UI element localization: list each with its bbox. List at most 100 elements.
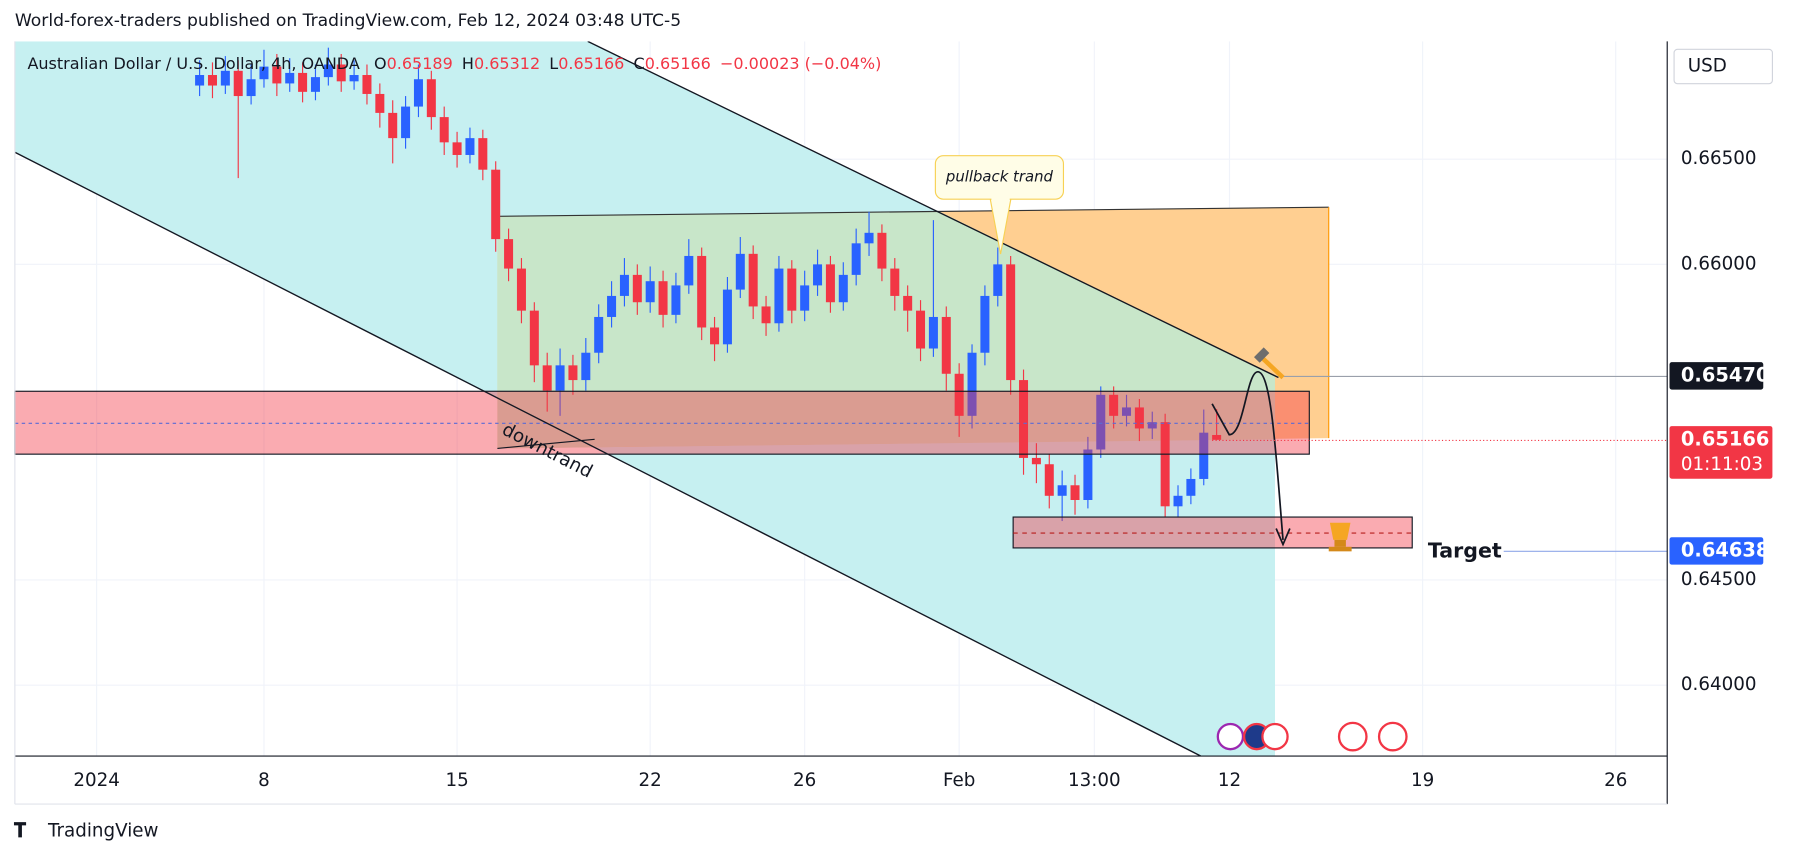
candle-body — [246, 79, 256, 97]
candle-body — [1109, 394, 1119, 416]
currency-box[interactable] — [1673, 48, 1773, 85]
callout-text: pullback trand — [945, 167, 1054, 185]
candle-body — [864, 232, 874, 244]
price-label-box — [1669, 362, 1764, 390]
footer: TradingView — [47, 821, 159, 842]
candle-body — [825, 264, 835, 303]
candle-body — [748, 253, 758, 307]
candle-body — [413, 79, 423, 107]
ohlc-value: 0.65166 — [558, 54, 624, 73]
candle-body — [1212, 434, 1222, 440]
candle-body — [890, 268, 900, 296]
x-tick-label: 26 — [1604, 770, 1627, 791]
price-label: 0.65166 — [1681, 427, 1769, 450]
price-label-box — [1669, 426, 1773, 479]
candle-body — [401, 106, 411, 139]
x-tick-label: 8 — [258, 770, 270, 791]
hammer-icon — [1253, 347, 1285, 380]
countdown: 01:11:03 — [1681, 454, 1763, 475]
x-tick-label: 12 — [1218, 770, 1241, 791]
candle-body — [207, 75, 217, 86]
candle-body — [903, 295, 913, 311]
candle-body — [1019, 380, 1029, 458]
candle-body — [967, 352, 977, 416]
candle-body — [916, 310, 926, 349]
candle-body — [298, 72, 308, 92]
x-tick-label: Feb — [943, 770, 975, 791]
svg-text:𝐓: 𝐓 — [14, 819, 27, 842]
candle-body — [619, 274, 629, 296]
candle-body — [787, 268, 797, 311]
price-label-box — [1669, 537, 1764, 565]
y-tick-label: 0.64500 — [1681, 569, 1757, 590]
candle-body — [1122, 407, 1132, 416]
candle-body — [607, 295, 617, 317]
candle-body — [671, 285, 681, 315]
candle-body — [1031, 457, 1041, 465]
candle-body — [684, 255, 694, 286]
price-label: 0.64638 — [1681, 538, 1769, 561]
candle-body — [285, 72, 295, 84]
candle-body — [516, 268, 526, 311]
candle-body — [529, 310, 539, 366]
candle-body — [1173, 495, 1183, 507]
upper-trendline — [587, 40, 1279, 379]
projection-arrow — [1211, 370, 1284, 540]
candle-body — [388, 112, 398, 139]
candle-body — [504, 239, 514, 269]
candle-body — [1096, 394, 1106, 450]
candle-body — [761, 306, 771, 324]
candle-body — [632, 274, 642, 303]
candle-body — [310, 77, 320, 92]
ohlc-key: C — [634, 54, 645, 73]
price-label: 0.65470 — [1681, 363, 1769, 386]
candle-body — [941, 316, 951, 374]
range-top-line — [497, 206, 1329, 217]
y-tick-label: 0.66500 — [1681, 148, 1757, 169]
event-icons — [1216, 721, 1408, 752]
candle-body — [195, 75, 205, 86]
ohlc-key: L — [549, 54, 558, 73]
candle-body — [1083, 449, 1093, 500]
candle-body — [336, 64, 346, 82]
candle-body — [980, 295, 990, 353]
x-tick-label: 2024 — [73, 770, 120, 791]
candle-body — [735, 253, 745, 290]
candle-body — [478, 138, 488, 170]
candle-body — [1044, 464, 1054, 496]
arrow-head — [1275, 528, 1291, 547]
candle-body — [555, 365, 565, 391]
ohlc-value: 0.65189 — [387, 54, 453, 73]
ohlc-key: O — [374, 54, 387, 73]
lower-trendline — [14, 151, 1201, 757]
candle-body — [1199, 432, 1209, 479]
symbol-legend: Australian Dollar / U.S. Dollar, 4h, OAN… — [27, 54, 881, 73]
y-tick-label: 0.64000 — [1681, 674, 1757, 695]
candle-body — [1186, 478, 1196, 496]
callout — [934, 155, 1065, 255]
price-axis-bg — [1667, 41, 1793, 806]
candle-body — [851, 243, 861, 275]
ohlc-value: 0.65166 — [645, 54, 711, 73]
footer-logo: 𝐓 — [14, 819, 27, 842]
candle-body — [568, 365, 578, 381]
x-tick-label: 19 — [1411, 770, 1434, 791]
candle-body — [542, 365, 552, 391]
candle-body — [645, 281, 655, 303]
publisher-title: World-forex-traders published on Trading… — [15, 11, 681, 31]
candle-body — [697, 255, 707, 328]
candle-body — [1006, 264, 1016, 381]
candle-body — [800, 285, 810, 311]
candle-body — [877, 232, 887, 269]
symbol: Australian Dollar / U.S. Dollar, 4h, OAN… — [27, 54, 359, 73]
currency[interactable]: USD — [1688, 56, 1727, 77]
candle-body — [375, 93, 385, 113]
candle-body — [349, 75, 359, 82]
axes: 0.66500 0.66000 0.64500 0.64000 2024 8 15 22 26 F… — [73, 148, 1773, 791]
candle-body — [774, 268, 784, 324]
candle-body — [323, 64, 333, 78]
trophy-icon — [1328, 522, 1352, 552]
candle-body — [710, 327, 720, 345]
candle-body — [233, 70, 243, 97]
